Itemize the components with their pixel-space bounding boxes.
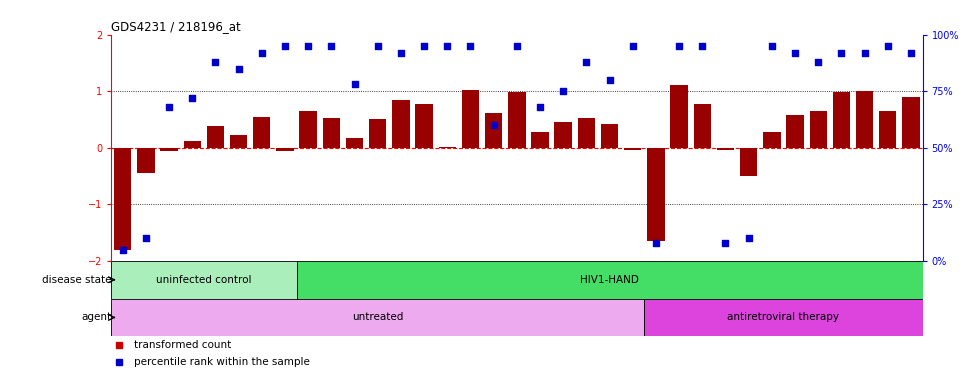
Bar bbox=[369, 119, 386, 148]
Bar bbox=[207, 126, 224, 148]
Bar bbox=[114, 148, 131, 250]
Point bbox=[741, 235, 756, 241]
Bar bbox=[694, 104, 711, 148]
Point bbox=[324, 43, 339, 49]
Point bbox=[509, 43, 525, 49]
Text: uninfected control: uninfected control bbox=[156, 275, 251, 285]
Point bbox=[625, 43, 640, 49]
Text: GDS4231 / 218196_at: GDS4231 / 218196_at bbox=[111, 20, 241, 33]
Point bbox=[161, 104, 177, 110]
Bar bbox=[160, 148, 178, 151]
Text: untreated: untreated bbox=[352, 313, 404, 323]
Bar bbox=[323, 118, 340, 148]
Bar bbox=[740, 148, 757, 176]
Bar bbox=[879, 111, 896, 148]
Point bbox=[185, 95, 200, 101]
Bar bbox=[531, 132, 549, 148]
Bar bbox=[786, 115, 804, 148]
Point bbox=[416, 43, 432, 49]
Bar bbox=[856, 91, 873, 148]
Text: antiretroviral therapy: antiretroviral therapy bbox=[727, 313, 839, 323]
Text: transformed count: transformed count bbox=[134, 340, 231, 350]
Point bbox=[463, 43, 478, 49]
Point bbox=[138, 235, 154, 241]
Bar bbox=[833, 92, 850, 148]
Bar bbox=[485, 113, 502, 148]
Bar bbox=[717, 148, 734, 150]
Bar bbox=[763, 132, 781, 148]
Text: disease state: disease state bbox=[42, 275, 111, 285]
Point bbox=[648, 240, 664, 246]
Point bbox=[486, 122, 501, 128]
Point bbox=[903, 50, 919, 56]
Bar bbox=[111, 299, 644, 336]
Bar bbox=[392, 99, 410, 148]
Point bbox=[787, 50, 803, 56]
Bar bbox=[578, 118, 595, 148]
Bar bbox=[276, 148, 294, 151]
Bar bbox=[554, 122, 572, 148]
Point bbox=[579, 59, 594, 65]
Point bbox=[440, 43, 455, 49]
Bar bbox=[346, 137, 363, 148]
Bar bbox=[624, 148, 641, 150]
Point bbox=[532, 104, 548, 110]
Bar bbox=[299, 111, 317, 148]
Bar bbox=[137, 148, 155, 173]
Point bbox=[393, 50, 409, 56]
Bar bbox=[644, 299, 923, 336]
Bar bbox=[902, 97, 920, 148]
Bar bbox=[253, 117, 270, 148]
Point bbox=[254, 50, 270, 56]
Bar bbox=[670, 86, 688, 148]
Point bbox=[764, 43, 780, 49]
Point bbox=[880, 43, 895, 49]
Bar bbox=[439, 147, 456, 148]
Point bbox=[231, 65, 246, 71]
Point bbox=[718, 240, 733, 246]
Bar bbox=[297, 261, 923, 299]
Point bbox=[277, 43, 293, 49]
Bar bbox=[230, 135, 247, 148]
Point bbox=[115, 247, 130, 253]
Text: agent: agent bbox=[81, 313, 111, 323]
Bar bbox=[111, 261, 297, 299]
Text: percentile rank within the sample: percentile rank within the sample bbox=[134, 357, 310, 367]
Bar bbox=[647, 148, 665, 241]
Point bbox=[857, 50, 872, 56]
Point bbox=[834, 50, 849, 56]
Point bbox=[810, 59, 826, 65]
Bar bbox=[508, 92, 526, 148]
Point bbox=[695, 43, 710, 49]
Point bbox=[555, 88, 571, 94]
Point bbox=[347, 81, 362, 88]
Bar bbox=[462, 90, 479, 148]
Point bbox=[300, 43, 316, 49]
Point bbox=[208, 59, 223, 65]
Point bbox=[671, 43, 687, 49]
Bar bbox=[601, 124, 618, 148]
Text: HIV1-HAND: HIV1-HAND bbox=[581, 275, 639, 285]
Bar bbox=[810, 111, 827, 148]
Bar bbox=[415, 104, 433, 148]
Point bbox=[602, 77, 617, 83]
Point bbox=[370, 43, 385, 49]
Bar bbox=[184, 141, 201, 148]
